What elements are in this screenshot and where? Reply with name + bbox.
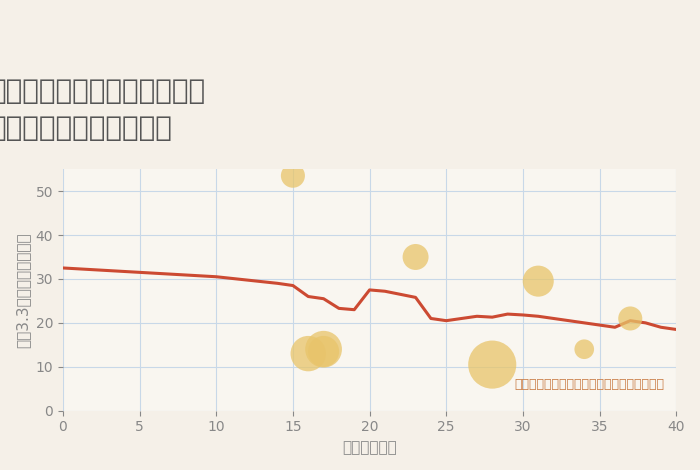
Point: [579, 345, 590, 353]
Text: 兵庫県西宮市名塩ガーデンの
築年数別中古戸建て価格: 兵庫県西宮市名塩ガーデンの 築年数別中古戸建て価格: [0, 78, 205, 142]
Y-axis label: 坪（3.3㎡）単価（万円）: 坪（3.3㎡）単価（万円）: [15, 232, 30, 348]
Point: [486, 361, 498, 368]
Point: [533, 277, 544, 285]
X-axis label: 築年数（年）: 築年数（年）: [342, 440, 397, 455]
Point: [624, 315, 636, 322]
Point: [410, 253, 421, 261]
Point: [302, 350, 314, 357]
Point: [287, 172, 298, 180]
Text: 円の大きさは、取引のあった物件面積を示す: 円の大きさは、取引のあった物件面積を示す: [514, 378, 664, 392]
Point: [318, 348, 329, 355]
Point: [318, 345, 329, 353]
